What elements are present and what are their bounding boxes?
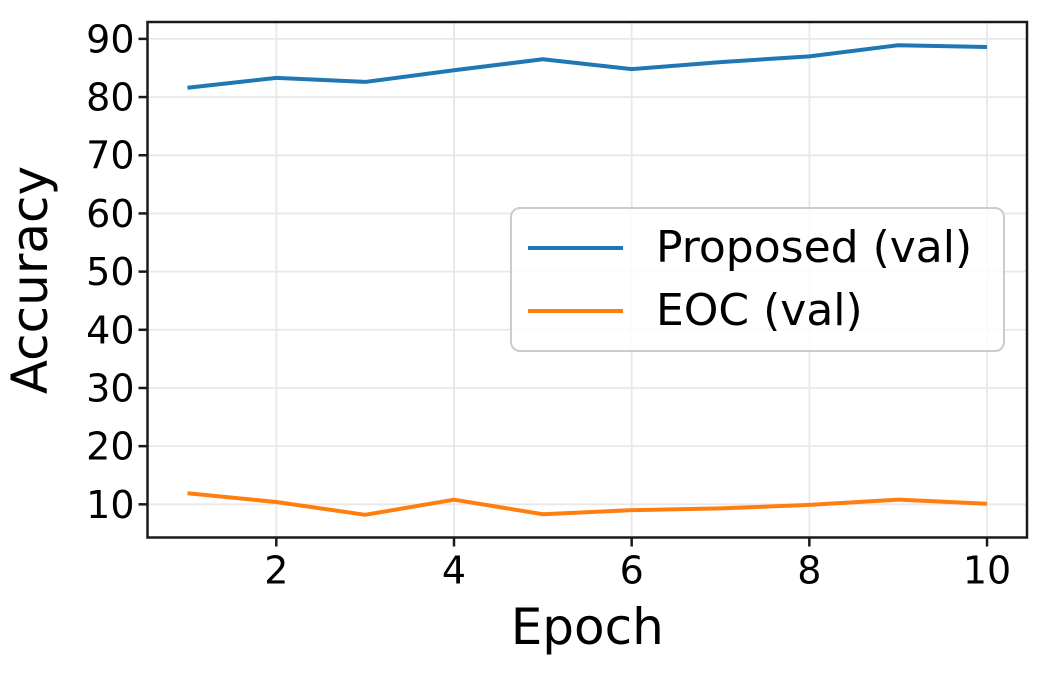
y-axis-label: Accuracy [1,166,59,394]
legend-item-eoc: EOC (val) [528,284,1003,336]
x-tick-label: 2 [264,549,288,593]
legend-label-proposed: Proposed (val) [656,221,973,273]
series-line-1 [187,491,988,517]
x-tick-label: 10 [963,549,1011,593]
plot-border [146,20,1029,539]
x-tick-label: 8 [797,549,821,593]
legend-item-proposed: Proposed (val) [528,221,1003,273]
y-tick-label: 90 [86,17,134,61]
legend-line-sample-eoc [528,308,623,314]
y-tick-label: 30 [86,366,134,410]
x-tick-label: 4 [442,549,466,593]
y-tick-label: 80 [86,76,134,120]
legend: Proposed (val) EOC (val) [510,207,1005,352]
y-tick-label: 50 [86,250,134,294]
y-tick-label: 10 [86,483,134,527]
legend-line-sample-proposed [528,245,623,251]
series-line-0 [187,43,988,90]
x-tick-label: 6 [620,549,644,593]
y-tick-label: 20 [86,425,134,469]
x-axis-label: Epoch [511,598,664,656]
y-tick-label: 70 [86,134,134,178]
y-tick-label: 60 [86,192,134,236]
y-tick-label: 40 [86,308,134,352]
legend-label-eoc: EOC (val) [656,284,863,336]
